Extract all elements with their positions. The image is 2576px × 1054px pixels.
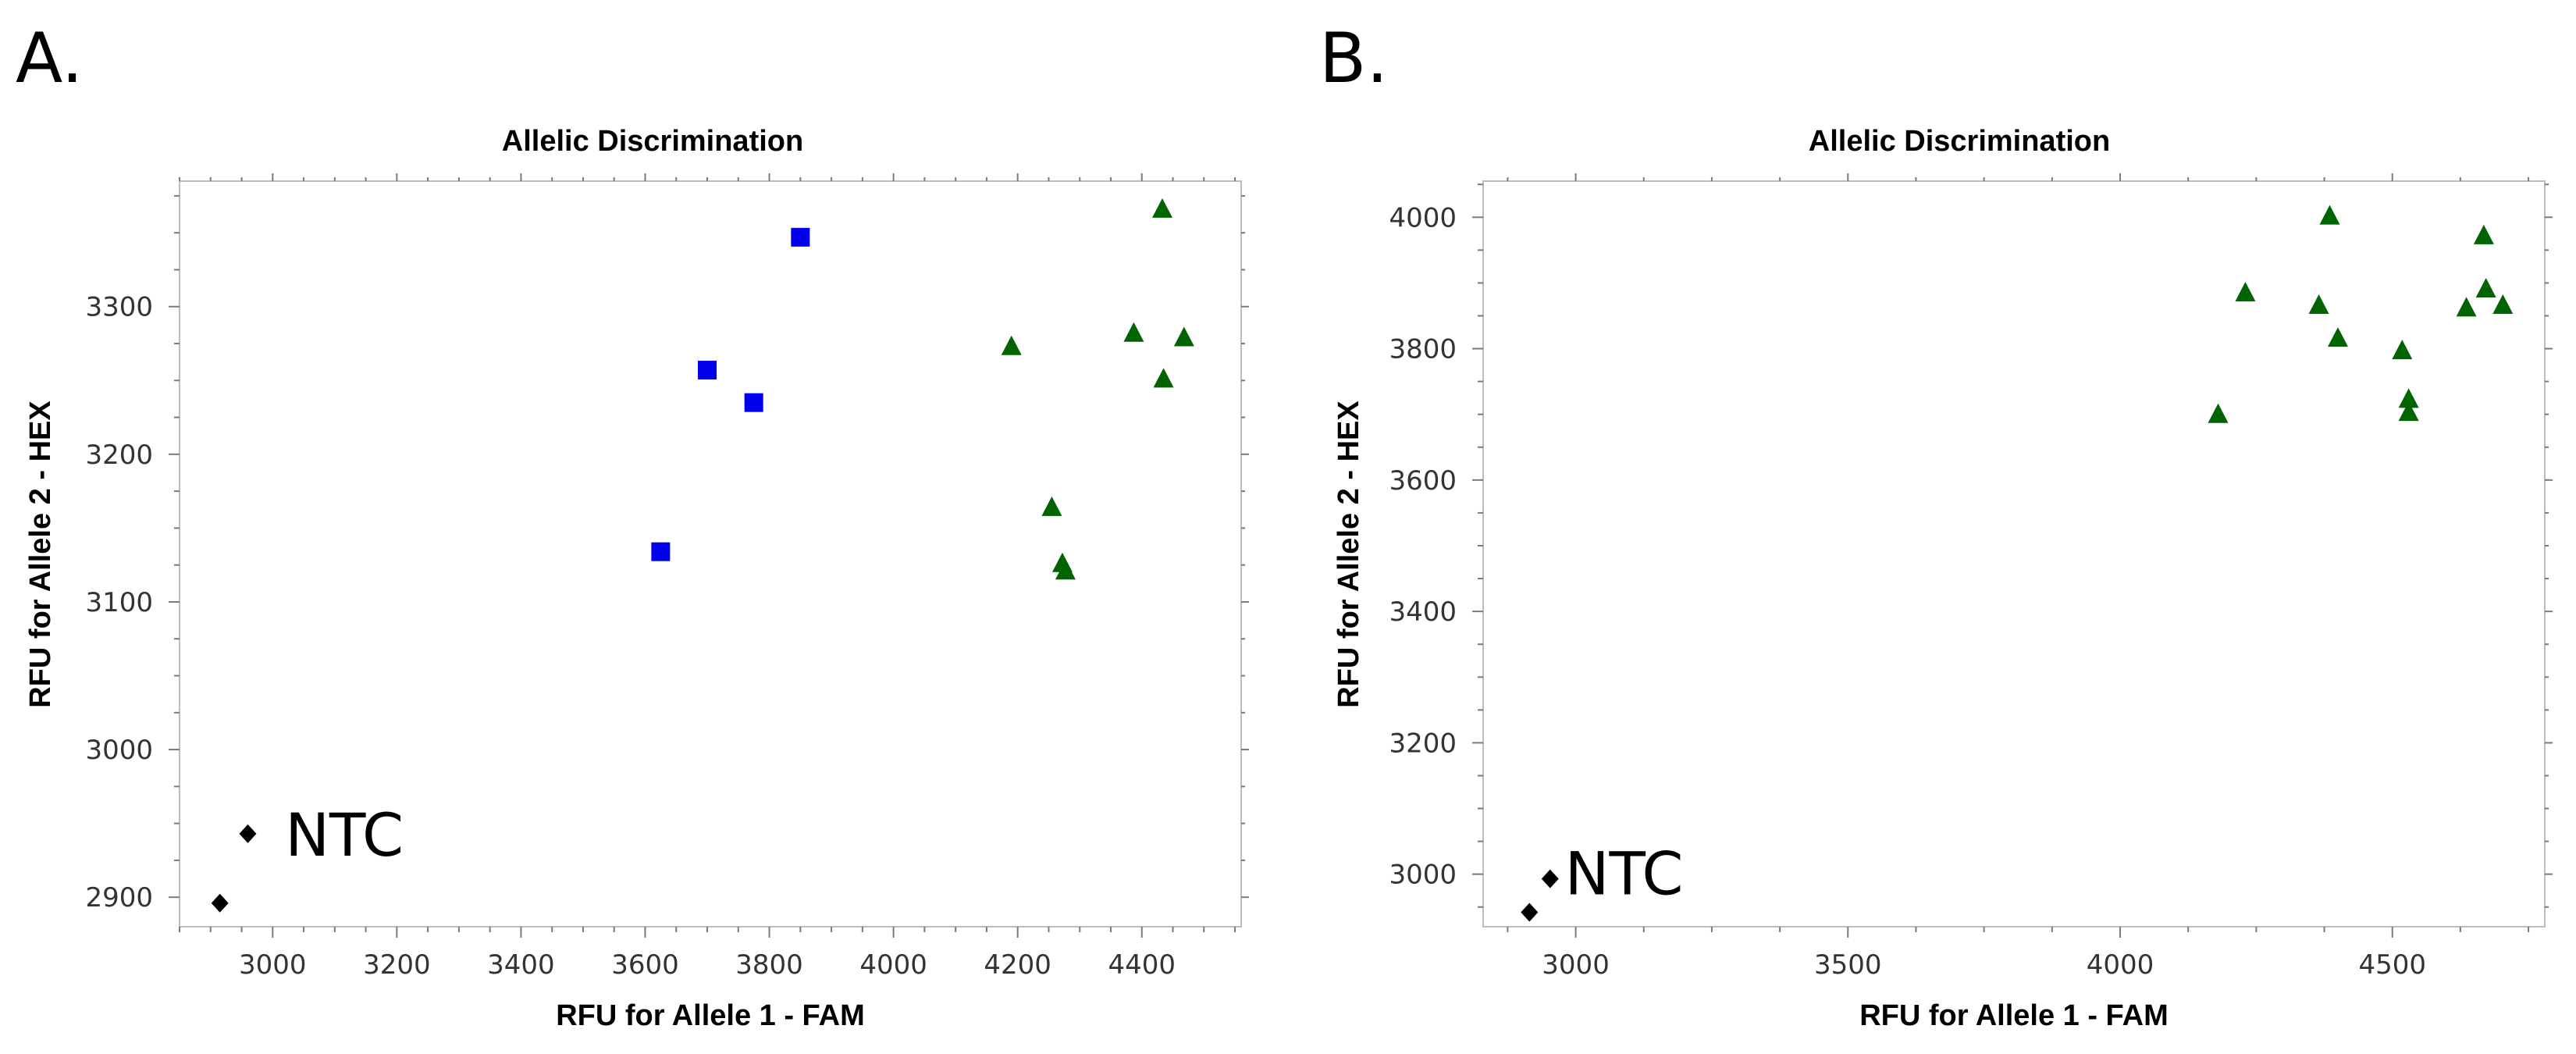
data-point-triangle	[2475, 277, 2496, 297]
data-point-diamond	[1521, 903, 1539, 922]
y-tick-label: 3200	[85, 440, 153, 471]
y-tick-label: 3300	[85, 292, 153, 323]
x-tick-label: 4500	[2358, 949, 2426, 981]
chart-panel-a: A. Allelic Discrimination 3000 3200 3400 36…	[16, 18, 1249, 1032]
axis-ticks	[169, 173, 1249, 938]
data-point-triangle	[1151, 198, 1172, 218]
axis-ticks	[1472, 173, 2553, 938]
x-axis-label: RFU for Allele 1 - FAM	[1859, 999, 2169, 1032]
data-point-triangle	[2327, 327, 2348, 347]
plot-area	[179, 180, 1242, 928]
tick-labels: 3000 3200 3400 3600 3800 4000 4200 4400 2900 3000…	[85, 292, 1176, 981]
data-point-square	[744, 393, 763, 412]
x-axis-label: RFU for Allele 1 - FAM	[556, 999, 865, 1032]
x-tick-label: 4000	[2087, 949, 2154, 981]
x-tick-label: 4000	[859, 949, 927, 981]
annotations: NTC	[1565, 839, 1684, 909]
data-point-triangle	[1123, 322, 1144, 342]
data-point-triangle	[2208, 403, 2229, 423]
data-point-triangle	[2456, 297, 2477, 317]
plot-area	[1482, 180, 2546, 928]
data-point-diamond	[239, 824, 257, 843]
y-tick-label: 3000	[85, 735, 153, 766]
y-tick-label: 3200	[1389, 728, 1457, 759]
y-tick-label: 4000	[1389, 202, 1457, 233]
data-point-triangle	[1173, 326, 1194, 347]
x-tick-label: 4400	[1108, 949, 1176, 981]
x-tick-label: 3200	[363, 949, 431, 981]
ntc-annotation: NTC	[1565, 839, 1684, 909]
data-point-triangle	[2308, 294, 2329, 315]
tick-labels: 3000 3500 4000 4500 3000 3200 3400 3600 3800 4000	[1389, 202, 2426, 981]
x-tick-label: 3500	[1814, 949, 1882, 981]
x-tick-label: 4200	[984, 949, 1051, 981]
y-tick-label: 3600	[1389, 465, 1457, 497]
data-point-diamond	[211, 893, 229, 913]
y-tick-label: 2900	[85, 882, 153, 913]
data-point-triangle	[1041, 496, 1062, 516]
data-point-triangle	[2473, 224, 2494, 244]
data-point-triangle	[1153, 368, 1174, 388]
data-point-triangle	[2398, 401, 2419, 422]
x-tick-label: 3000	[1542, 949, 1610, 981]
chart-panel-b: B. Allelic Discrimination 3000 3500 4000 45…	[1319, 18, 2553, 1032]
y-axis-label: RFU for Allele 2 - HEX	[1332, 401, 1365, 708]
x-tick-label: 3000	[239, 949, 307, 981]
data-points	[1521, 205, 2514, 922]
data-point-triangle	[2492, 294, 2514, 315]
chart-title: Allelic Discrimination	[502, 125, 803, 158]
x-tick-label: 3800	[735, 949, 803, 981]
data-point-diamond	[1541, 869, 1559, 888]
data-points	[211, 198, 1194, 913]
panel-label: A.	[16, 18, 84, 98]
y-tick-label: 3000	[1389, 860, 1457, 891]
y-tick-label: 3100	[85, 587, 153, 618]
data-point-square	[651, 542, 671, 561]
annotations: NTC	[285, 800, 404, 870]
data-point-triangle	[1001, 335, 1022, 355]
data-point-triangle	[1055, 560, 1076, 580]
y-axis-label: RFU for Allele 2 - HEX	[24, 401, 57, 708]
y-tick-label: 3400	[1389, 596, 1457, 628]
y-tick-label: 3800	[1389, 334, 1457, 365]
data-point-square	[698, 361, 717, 380]
panel-label: B.	[1319, 18, 1388, 98]
data-point-triangle	[2319, 205, 2340, 225]
data-point-square	[791, 227, 810, 247]
x-tick-label: 3400	[487, 949, 555, 981]
data-point-triangle	[2392, 340, 2413, 360]
data-point-triangle	[2235, 282, 2256, 302]
ntc-annotation: NTC	[285, 800, 404, 870]
chart-title: Allelic Discrimination	[1809, 125, 2110, 158]
x-tick-label: 3600	[611, 949, 679, 981]
data-point-triangle	[2398, 388, 2419, 408]
